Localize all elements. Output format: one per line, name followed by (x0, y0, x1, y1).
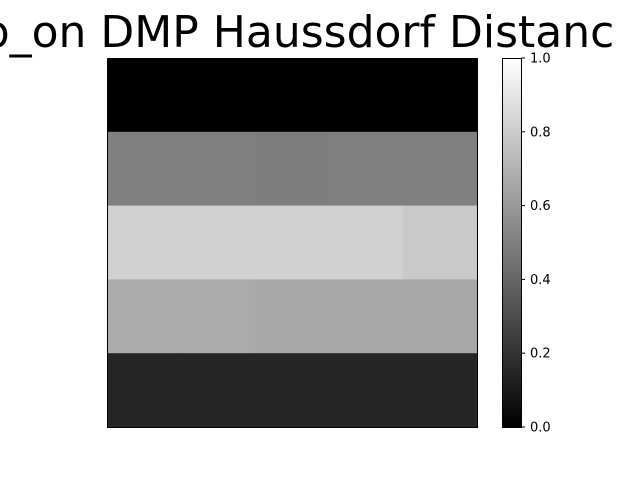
colorbar (503, 58, 521, 427)
heatmap-cell-r3-c1 (181, 279, 256, 354)
colorbar-tick-label: 0.0 (530, 421, 551, 436)
colorbar-tick-label: 0.4 (530, 273, 551, 288)
heatmap-cell-r0-c2 (255, 58, 330, 133)
heatmap-cell-r0-c3 (329, 58, 404, 133)
colorbar-frame (502, 58, 522, 428)
heatmap-cell-r2-c0 (107, 205, 182, 280)
heatmap-cell-r3-c0 (107, 279, 182, 354)
heatmap-cells (107, 58, 478, 428)
heatmap-cell-r2-c3 (329, 205, 404, 280)
heatmap-cell-r4-c4 (403, 353, 478, 428)
colorbar-tick-label: 0.2 (530, 347, 551, 362)
heatmap-cell-r1-c3 (329, 131, 404, 207)
heatmap-cell-r1-c1 (181, 131, 256, 207)
heatmap-cell-r3-c3 (329, 279, 404, 354)
heatmap-cell-r3-c4 (403, 279, 478, 354)
heatmap-cell-r2-c1 (181, 205, 256, 280)
heatmap-cell-r1-c2 (255, 131, 330, 207)
heatmap-frame (107, 58, 478, 428)
colorbar-ticks: 0.0 0.2 0.4 0.6 0.8 1.0 (521, 52, 551, 436)
heatmap-cell-r4-c1 (181, 353, 256, 428)
heatmap-cell-r1-c4 (403, 131, 478, 207)
heatmap-cell-r4-c3 (329, 353, 404, 428)
colorbar-tick-label: 0.6 (530, 199, 551, 214)
colorbar-tick-label: 1.0 (530, 52, 551, 67)
heatmap-cell-r0-c0 (107, 58, 182, 133)
heatmap-cell-r4-c0 (107, 353, 182, 428)
heatmap-cell-r0-c4 (403, 58, 478, 133)
heatmap-cell-r4-c2 (255, 353, 330, 428)
chart-title: p_on DMP Haussdorf Distanc (0, 7, 614, 58)
heatmap-cell-r2-c2 (255, 205, 330, 280)
heatmap-cell-r3-c2 (255, 279, 330, 354)
heatmap-cell-r0-c1 (181, 58, 256, 133)
heatmap-cell-r1-c0 (107, 131, 182, 207)
colorbar-tick-label: 0.8 (530, 125, 551, 140)
heatmap-cell-r2-c4 (403, 205, 478, 280)
